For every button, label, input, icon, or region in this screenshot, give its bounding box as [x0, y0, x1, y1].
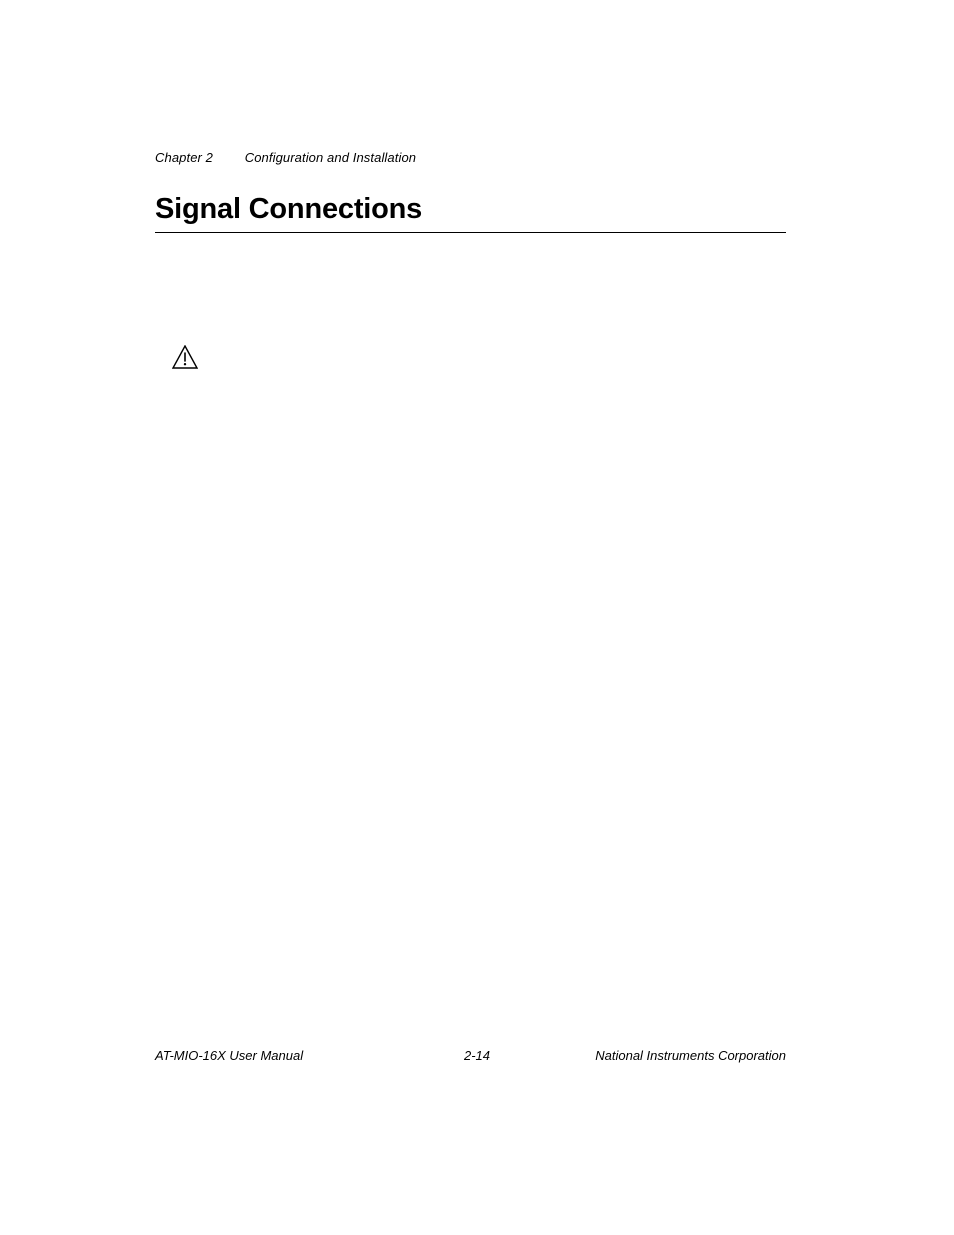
- breadcrumb: Chapter 2 Configuration and Installation: [155, 150, 416, 165]
- footer-company: National Instruments Corporation: [595, 1048, 786, 1063]
- footer-page-number: 2-14: [0, 1048, 954, 1063]
- breadcrumb-chapter: Chapter 2: [155, 150, 213, 165]
- caution-icon: [172, 345, 198, 374]
- page: Chapter 2 Configuration and Installation…: [0, 0, 954, 1235]
- page-title: Signal Connections: [155, 193, 786, 233]
- breadcrumb-title: Configuration and Installation: [245, 150, 416, 165]
